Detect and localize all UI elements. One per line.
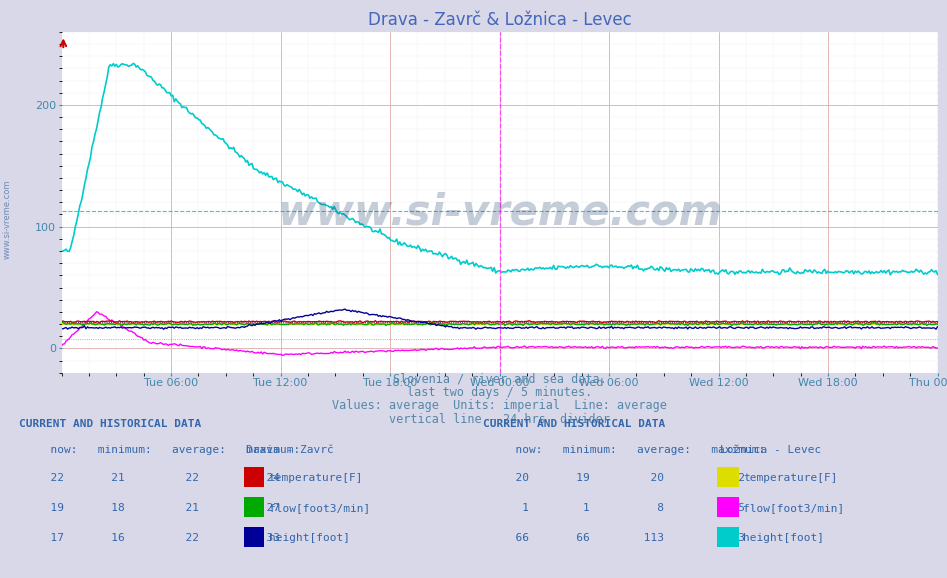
Text: www.si-vreme.com: www.si-vreme.com [277, 191, 722, 234]
Text: 17       16         22          33: 17 16 22 33 [37, 532, 279, 543]
Bar [243, 467, 264, 487]
Text: www.si-vreme.com: www.si-vreme.com [3, 180, 12, 260]
Bar [243, 497, 264, 517]
Bar [718, 467, 739, 487]
Text: vertical line - 24 hrs  divider: vertical line - 24 hrs divider [389, 413, 610, 425]
Bar [243, 527, 264, 547]
Text: temperature[F]: temperature[F] [743, 473, 838, 483]
Text: Values: average  Units: imperial  Line: average: Values: average Units: imperial Line: av… [332, 399, 667, 412]
Text: 20       19         20          22: 20 19 20 22 [502, 473, 745, 483]
Text: last two days / 5 minutes.: last two days / 5 minutes. [407, 386, 592, 399]
Text: 1        1          8          35: 1 1 8 35 [502, 503, 745, 513]
Bar [718, 527, 739, 547]
Text: 19       18         21          27: 19 18 21 27 [37, 503, 279, 513]
Text: Ložnica - Levec: Ložnica - Levec [720, 445, 821, 455]
Text: CURRENT AND HISTORICAL DATA: CURRENT AND HISTORICAL DATA [19, 418, 201, 429]
Text: Slovenia / river and sea data.: Slovenia / river and sea data. [393, 373, 606, 386]
Text: height[foot]: height[foot] [743, 532, 825, 543]
Text: CURRENT AND HISTORICAL DATA: CURRENT AND HISTORICAL DATA [483, 418, 665, 429]
Text: 22       21         22          24: 22 21 22 24 [37, 473, 279, 483]
Bar [718, 497, 739, 517]
Text: Drava - Zavrč: Drava - Zavrč [246, 445, 333, 455]
Text: flow[foot3/min]: flow[foot3/min] [743, 503, 845, 513]
Text: 66       66        113         233: 66 66 113 233 [502, 532, 745, 543]
Text: height[foot]: height[foot] [269, 532, 349, 543]
Text: flow[foot3/min]: flow[foot3/min] [269, 503, 370, 513]
Title: Drava - Zavrč & Ložnica - Levec: Drava - Zavrč & Ložnica - Levec [367, 11, 632, 29]
Text: now:   minimum:   average:   maximum:: now: minimum: average: maximum: [37, 445, 300, 455]
Text: now:   minimum:   average:   maximum:: now: minimum: average: maximum: [502, 445, 765, 455]
Text: temperature[F]: temperature[F] [269, 473, 363, 483]
